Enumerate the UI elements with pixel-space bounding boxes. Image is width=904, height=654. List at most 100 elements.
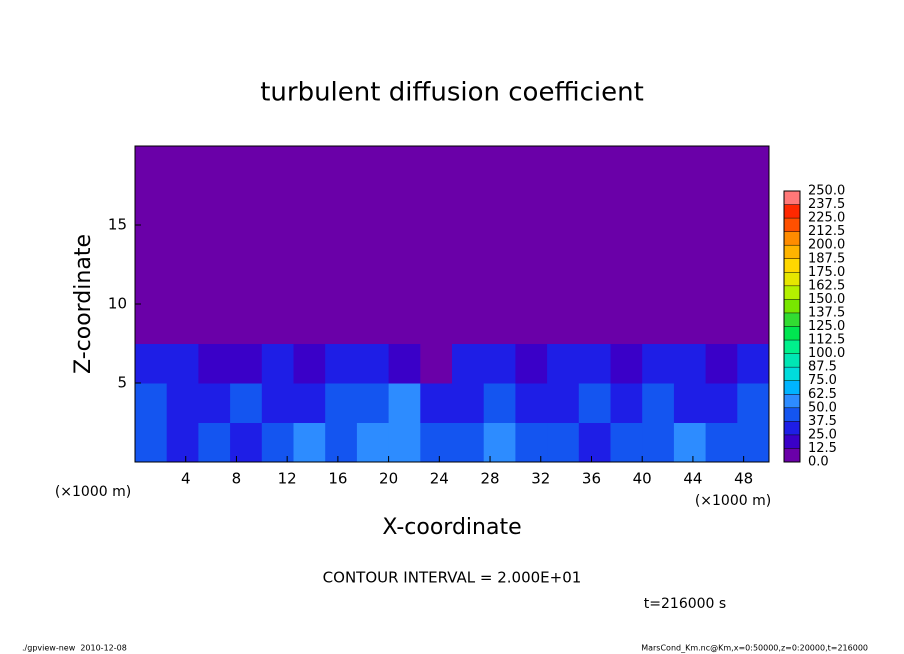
cell xyxy=(135,185,168,226)
cell xyxy=(166,383,199,423)
cell xyxy=(388,264,421,305)
cell xyxy=(261,264,294,305)
cell xyxy=(642,422,675,463)
cell xyxy=(325,264,358,305)
cell xyxy=(515,383,548,423)
cell xyxy=(515,343,548,384)
cell xyxy=(420,185,453,226)
cell xyxy=(483,343,516,384)
cell xyxy=(388,304,421,344)
cell xyxy=(325,422,358,463)
cell xyxy=(483,383,516,423)
cell xyxy=(420,264,453,305)
cell xyxy=(230,383,263,423)
x-unit: (×1000 m) xyxy=(695,493,771,509)
colorbar-band xyxy=(784,231,800,246)
cell xyxy=(356,383,390,423)
colorbar-label: 62.5 xyxy=(808,387,837,402)
cell xyxy=(610,185,643,226)
cell xyxy=(230,343,263,384)
colorbar-label: 137.5 xyxy=(808,305,845,320)
cell xyxy=(230,225,263,265)
colorbar-label: 25.0 xyxy=(808,427,837,442)
cell xyxy=(388,146,421,186)
colorbar-label: 50.0 xyxy=(808,400,837,415)
colorbar-label: 187.5 xyxy=(808,251,845,266)
cell xyxy=(642,343,675,384)
colorbar-band xyxy=(784,272,800,286)
cell xyxy=(452,185,485,226)
colorbar-label: 75.0 xyxy=(808,373,837,388)
colorbar-band xyxy=(784,218,800,232)
cell xyxy=(135,343,168,384)
cell xyxy=(610,264,643,305)
colorbar-band xyxy=(784,204,800,219)
cell xyxy=(515,264,548,305)
cell xyxy=(578,422,611,463)
cell xyxy=(198,185,231,226)
cell xyxy=(166,185,199,226)
cell xyxy=(420,383,453,423)
cell xyxy=(705,185,738,226)
cell xyxy=(452,146,485,186)
cell xyxy=(578,383,611,423)
colorbar-band xyxy=(784,448,800,462)
cell xyxy=(673,304,707,344)
cell xyxy=(483,185,516,226)
y-axis-label: Z-coordinate xyxy=(71,234,96,374)
x-tick-label: 40 xyxy=(633,470,652,488)
cell xyxy=(135,225,168,265)
cell xyxy=(356,264,390,305)
cell xyxy=(515,304,548,344)
cell xyxy=(578,343,611,384)
cell xyxy=(198,343,231,384)
cell xyxy=(515,225,548,265)
colorbar-label: 112.5 xyxy=(808,333,845,348)
cell xyxy=(578,146,611,186)
cell xyxy=(356,422,390,463)
colorbar-band xyxy=(784,312,800,327)
cell xyxy=(673,422,707,463)
colorbar-label: 200.0 xyxy=(808,238,845,253)
cell xyxy=(230,304,263,344)
cell xyxy=(230,146,263,186)
colorbar-band xyxy=(784,394,800,408)
cell xyxy=(642,146,675,186)
x-tick-label: 48 xyxy=(734,470,753,488)
cell xyxy=(166,422,199,463)
cell xyxy=(325,146,358,186)
x-tick-label: 20 xyxy=(379,470,398,488)
cell xyxy=(578,304,611,344)
x-tick-label: 28 xyxy=(480,470,499,488)
y-unit: (×1000 m) xyxy=(55,484,131,500)
cell xyxy=(261,383,294,423)
cell xyxy=(705,304,738,344)
cell xyxy=(166,146,199,186)
cell xyxy=(198,383,231,423)
cell xyxy=(325,185,358,226)
x-tick-label: 24 xyxy=(430,470,449,488)
cell xyxy=(356,225,390,265)
cell xyxy=(673,185,707,226)
colorbar-label: 175.0 xyxy=(808,265,845,280)
cell xyxy=(483,225,516,265)
colorbar-band xyxy=(784,353,800,368)
cell xyxy=(420,343,453,384)
cell xyxy=(388,383,421,423)
cell xyxy=(515,185,548,226)
colorbar-band xyxy=(784,407,800,422)
chart-title: turbulent diffusion coefficient xyxy=(260,78,644,108)
cell xyxy=(293,304,326,344)
cell xyxy=(673,343,707,384)
y-tick-label: 15 xyxy=(108,216,127,234)
footer-left: ./gpview-new 2010-12-08 xyxy=(22,644,127,653)
cell xyxy=(610,422,643,463)
cell xyxy=(293,383,326,423)
cell xyxy=(135,383,168,423)
cell xyxy=(420,304,453,344)
cell xyxy=(388,185,421,226)
cell xyxy=(642,304,675,344)
cell xyxy=(673,264,707,305)
x-tick-label: 8 xyxy=(232,470,242,488)
